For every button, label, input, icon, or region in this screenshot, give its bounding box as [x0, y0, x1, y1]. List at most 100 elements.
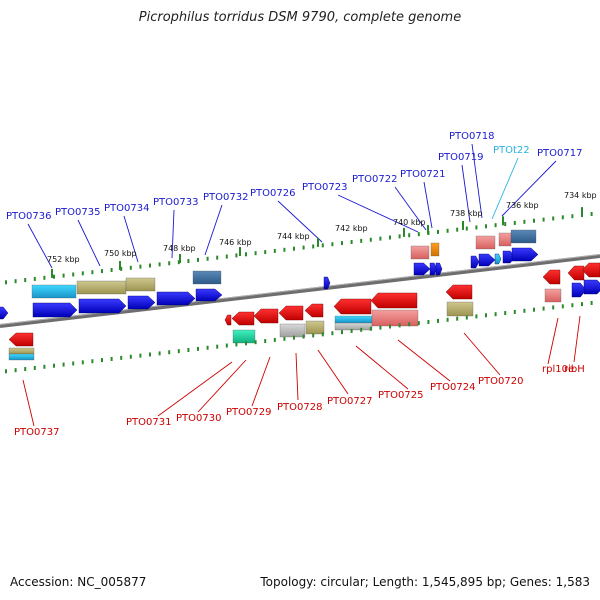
- ruler-tick-label: 752 kbp: [47, 255, 80, 264]
- ruler-dot-bottom: [158, 351, 161, 356]
- ruler-major-tick: [179, 254, 181, 263]
- gene-arrow: [32, 302, 78, 318]
- ruler-tick-label: 750 kbp: [104, 249, 137, 258]
- ruler-dot-top: [561, 215, 564, 220]
- gene-arrow: [370, 292, 418, 309]
- ruler-dot-bottom: [72, 361, 75, 366]
- ruler-dot-top: [369, 237, 372, 242]
- gene-label-minus: rpl10e: [542, 364, 574, 375]
- gene-label-plus: PTO0719: [438, 152, 483, 163]
- ruler-dot-bottom: [561, 304, 564, 309]
- ruler-dot-bottom: [581, 302, 583, 307]
- ruler-dot-bottom: [465, 315, 468, 320]
- ruler-major-tick: [427, 225, 429, 235]
- gene-leader-line: [471, 143, 483, 219]
- ruler-dot-top: [168, 261, 171, 266]
- ruler-dot-top: [225, 254, 228, 259]
- ruler-dot-bottom: [149, 352, 151, 357]
- ruler-major-tick: [403, 227, 405, 237]
- feature-bar: [8, 353, 35, 361]
- ruler-dot-top: [341, 241, 343, 246]
- ruler-dot-top: [312, 244, 315, 249]
- gene-arrow: [195, 288, 223, 302]
- gene-label-plus: PTO0721: [400, 169, 445, 180]
- gene-label-plus: PTO0733: [153, 197, 198, 208]
- gene-leader-line: [394, 186, 427, 231]
- ruler-dot-bottom: [513, 309, 516, 314]
- ruler-dot-top: [293, 246, 295, 251]
- gene-label-plus: PTO0736: [6, 211, 51, 222]
- gene-arrow: [445, 284, 473, 300]
- ruler-dot-bottom: [389, 324, 391, 329]
- feature-bar: [31, 284, 77, 299]
- gene-leader-line: [547, 317, 559, 365]
- ruler-dot-bottom: [293, 335, 295, 340]
- ruler-dot-top: [283, 247, 286, 252]
- ruler-dot-bottom: [168, 350, 171, 355]
- gene-label-minus: PTO0727: [327, 396, 372, 407]
- map-title: Picrophilus torridus DSM 9790, complete …: [138, 10, 462, 25]
- ruler-dot-bottom: [62, 362, 65, 367]
- ruler-dot-top: [149, 263, 151, 268]
- ruler-dot-bottom: [43, 364, 46, 369]
- ruler-dot-top: [254, 251, 257, 256]
- ruler-tick-label: 746 kbp: [219, 238, 252, 247]
- ruler-major-tick: [119, 261, 121, 270]
- ruler-dot-top: [24, 278, 27, 283]
- feature-bar: [410, 245, 430, 260]
- gene-arrow: [511, 247, 539, 262]
- ruler-dot-bottom: [437, 318, 439, 323]
- ruler-dot-bottom: [225, 343, 228, 348]
- feature-bar: [510, 229, 537, 244]
- gene-label-minus: PTO0725: [378, 390, 423, 401]
- ruler-dot-top: [120, 266, 123, 271]
- gene-label-minus: PTO0731: [126, 417, 171, 428]
- ruler-dot-top: [379, 236, 382, 241]
- topology-text: Topology: circular; Length: 1,545,895 bp…: [260, 575, 590, 589]
- gene-leader-line: [277, 200, 323, 243]
- ruler-dot-bottom: [5, 369, 7, 374]
- gene-arrow: [323, 276, 331, 290]
- gene-leader-line: [461, 164, 471, 223]
- ruler-dot-bottom: [331, 331, 334, 336]
- feature-bar: [125, 277, 156, 292]
- ruler-dot-top: [43, 275, 46, 280]
- ruler-dot-bottom: [245, 341, 247, 346]
- gene-leader-line: [317, 349, 349, 395]
- gene-arrow: [231, 311, 255, 326]
- gene-leader-line: [337, 194, 419, 233]
- ruler-dot-bottom: [485, 313, 487, 318]
- gene-leader-line: [463, 332, 501, 376]
- gene-leader-line: [295, 352, 299, 401]
- ruler-dot-bottom: [235, 342, 238, 347]
- gene-label-minus: PTO0737: [14, 427, 59, 438]
- ruler-dot-top: [350, 239, 353, 244]
- gene-label-minus: PTO0728: [277, 402, 322, 413]
- gene-arrow: [581, 262, 600, 278]
- feature-bar: [475, 235, 496, 250]
- gene-arrow: [224, 314, 232, 326]
- ruler-dot-top: [533, 218, 535, 223]
- ruler-tick-label: 738 kbp: [450, 209, 483, 218]
- ruler-dot-top: [72, 272, 75, 277]
- ruler-dot-top: [302, 245, 305, 250]
- gene-leader-line: [77, 219, 101, 267]
- ruler-dot-bottom: [417, 321, 420, 326]
- ruler-dot-bottom: [360, 327, 363, 332]
- gene-label-plus: PTO0732: [203, 192, 248, 203]
- feature-bar: [76, 280, 127, 295]
- gene-label-plus: PTO0717: [537, 148, 582, 159]
- gene-label-minus: PTO0729: [226, 407, 271, 418]
- ruler-dot-bottom: [427, 320, 430, 325]
- ruler-tick-label: 744 kbp: [277, 232, 310, 241]
- feature-bar: [334, 322, 373, 331]
- gene-label-plus: PTO0718: [449, 131, 494, 142]
- ruler-dot-bottom: [552, 305, 555, 310]
- gene-arrow: [0, 306, 9, 320]
- ruler-tick-label: 740 kbp: [393, 218, 426, 227]
- ruler-tick-label: 734 kbp: [564, 191, 597, 200]
- gene-arrow: [253, 308, 279, 324]
- gene-label-plus: PTO0722: [352, 174, 397, 185]
- gene-arrow: [413, 262, 431, 276]
